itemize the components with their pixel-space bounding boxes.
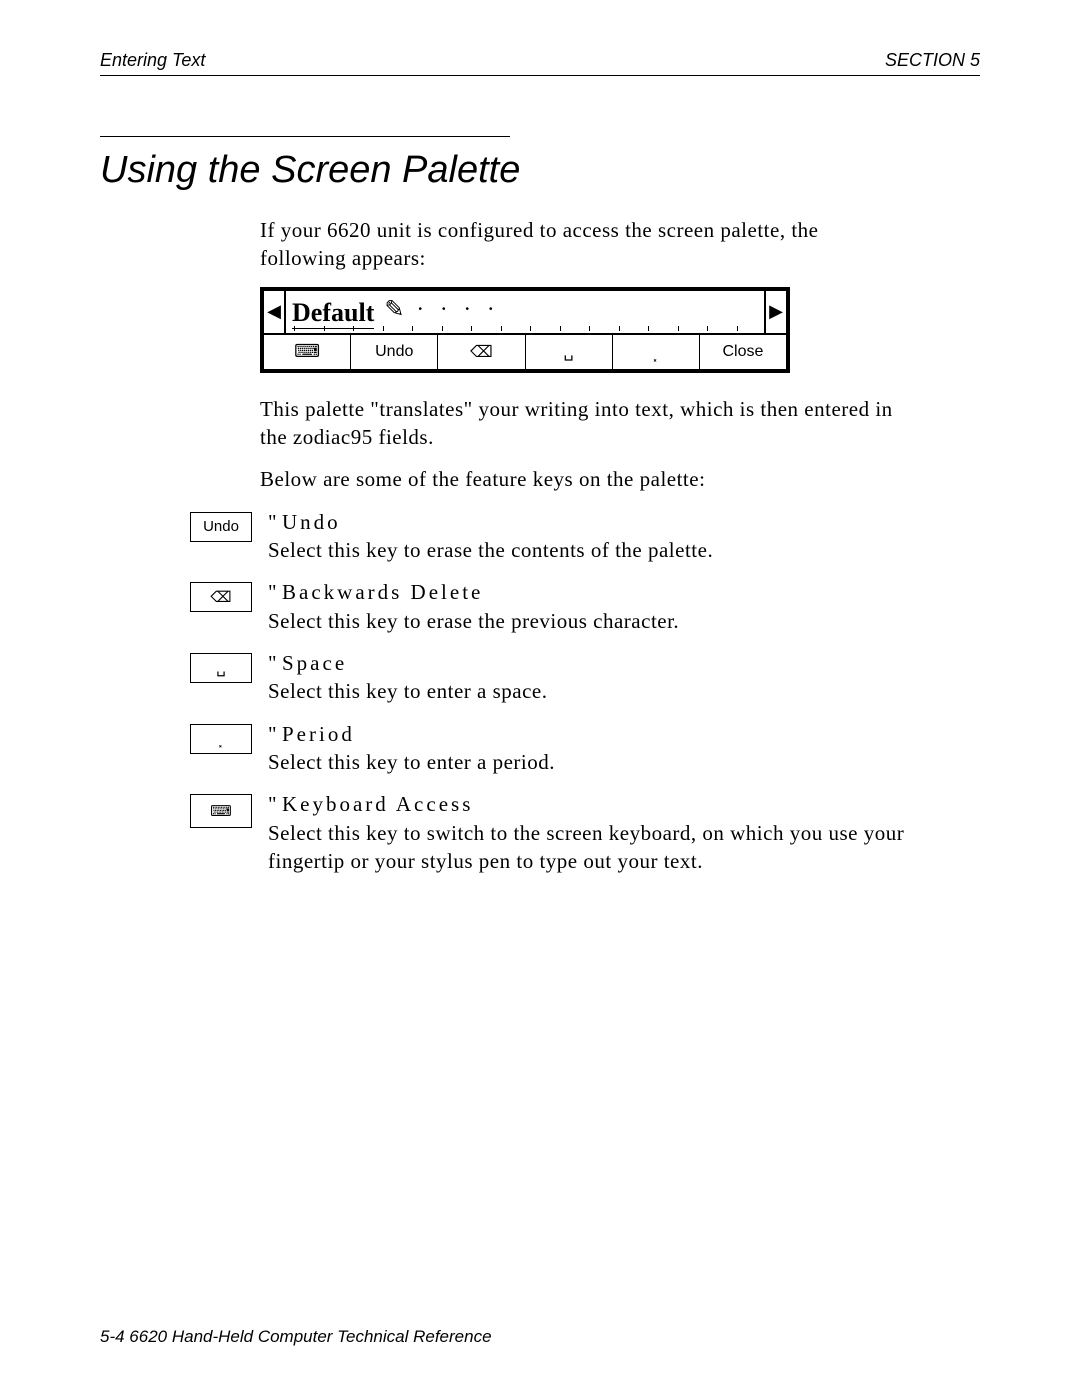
feature-desc: Select this key to switch to the screen … [268, 821, 904, 873]
handwriting-text: Default [292, 298, 374, 329]
keycap-backspace: ⌫ [190, 582, 252, 612]
feature-name: Keyboard Access [282, 792, 473, 816]
feature-name: Backwards Delete [282, 580, 483, 604]
close-button[interactable]: Close [700, 335, 786, 369]
after-palette-text-1: This palette "translates" your writing i… [260, 395, 900, 452]
bullet-icon: " [268, 720, 282, 748]
bullet-icon: " [268, 578, 282, 606]
header-right: SECTION 5 [885, 50, 980, 71]
keyboard-button[interactable]: ⌨ [264, 335, 351, 369]
feature-undo: Undo "Undo Select this key to erase the … [190, 508, 910, 565]
feature-body: "Backwards Delete Select this key to era… [268, 578, 910, 635]
feature-body: "Keyboard Access Select this key to swit… [268, 790, 910, 875]
screen-palette: ◀ Default ✎ •••• ▶ ⌨ Undo [260, 287, 790, 373]
feature-backspace: ⌫ "Backwards Delete Select this key to e… [190, 578, 910, 635]
keyboard-icon: ⌨ [294, 341, 320, 362]
section-rule [100, 136, 510, 137]
undo-button[interactable]: Undo [351, 335, 438, 369]
page-title: Using the Screen Palette [100, 149, 980, 192]
body: If your 6620 unit is configured to acces… [260, 216, 900, 494]
feature-desc: Select this key to erase the contents of… [268, 538, 713, 562]
feature-desc: Select this key to enter a space. [268, 679, 547, 703]
palette-button-row: ⌨ Undo ⌫ ␣ ⸼ Close [264, 335, 786, 369]
page-footer: 5-4 6620 Hand-Held Computer Technical Re… [100, 1327, 492, 1347]
space-button[interactable]: ␣ [526, 335, 613, 369]
feature-desc: Select this key to enter a period. [268, 750, 555, 774]
running-header: Entering Text SECTION 5 [100, 50, 980, 76]
header-left: Entering Text [100, 50, 205, 71]
handwriting-area[interactable]: Default ✎ •••• [286, 291, 764, 333]
bullet-icon: " [268, 508, 282, 536]
feature-desc: Select this key to erase the previous ch… [268, 609, 679, 633]
feature-period: ⸼ "Period Select this key to enter a per… [190, 720, 910, 777]
keycap-period: ⸼ [190, 724, 252, 754]
palette-top-row: ◀ Default ✎ •••• ▶ [264, 291, 786, 335]
bullet-icon: " [268, 649, 282, 677]
backspace-button[interactable]: ⌫ [438, 335, 525, 369]
backspace-icon: ⌫ [470, 342, 493, 362]
bullet-icon: " [268, 790, 282, 818]
period-button[interactable]: ⸼ [613, 335, 700, 369]
page: Entering Text SECTION 5 Using the Screen… [0, 0, 1080, 1397]
pen-icon: ✎ [384, 295, 404, 324]
keycap-space: ␣ [190, 653, 252, 683]
scroll-left-button[interactable]: ◀ [264, 291, 286, 333]
feature-space: ␣ "Space Select this key to enter a spac… [190, 649, 910, 706]
feature-name: Space [282, 651, 347, 675]
feature-name: Period [282, 722, 355, 746]
space-icon: ␣ [564, 342, 574, 362]
trailing-dots: •••• [418, 304, 492, 315]
feature-body: "Space Select this key to enter a space. [268, 649, 910, 706]
keycap-keyboard: ⌨ [190, 794, 252, 828]
feature-name: Undo [282, 510, 341, 534]
keycap-undo: Undo [190, 512, 252, 542]
intro-text: If your 6620 unit is configured to acces… [260, 216, 900, 273]
feature-list: Undo "Undo Select this key to erase the … [190, 508, 910, 876]
feature-keyboard: ⌨ "Keyboard Access Select this key to sw… [190, 790, 910, 875]
feature-body: "Undo Select this key to erase the conte… [268, 508, 910, 565]
scroll-right-button[interactable]: ▶ [764, 291, 786, 333]
feature-body: "Period Select this key to enter a perio… [268, 720, 910, 777]
period-icon: ⸼ [654, 341, 658, 363]
after-palette-text-2: Below are some of the feature keys on th… [260, 465, 900, 493]
